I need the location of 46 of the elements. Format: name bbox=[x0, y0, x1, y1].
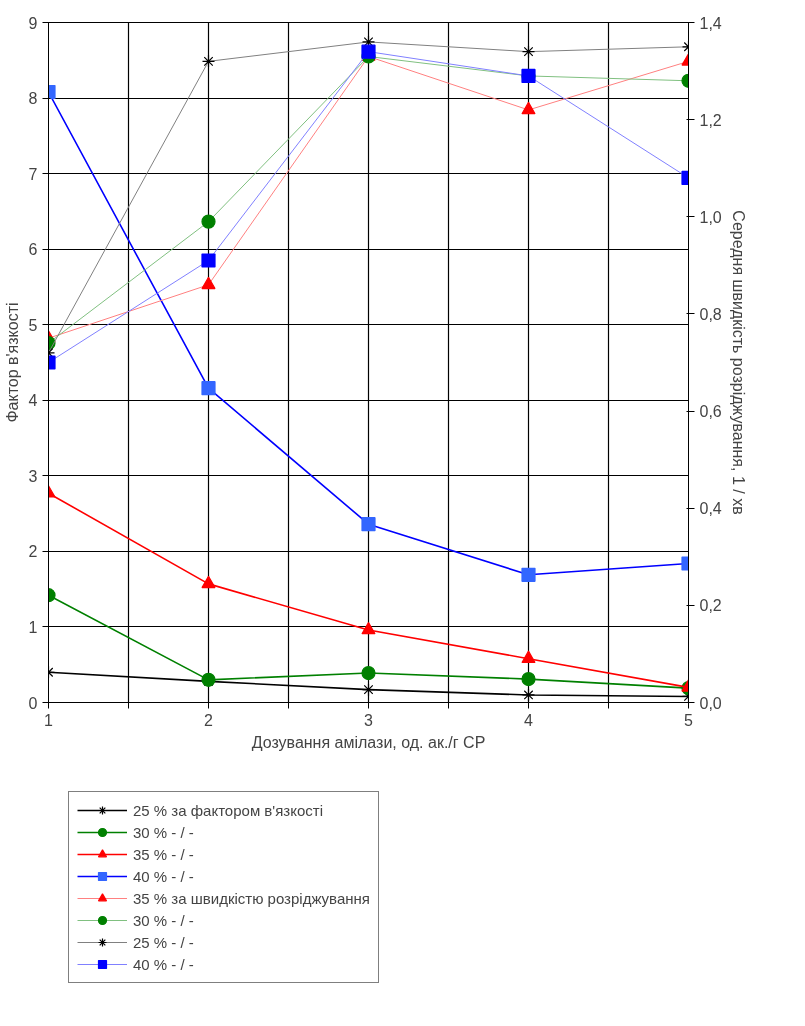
legend-label: 40 % - / - bbox=[133, 866, 194, 886]
y-tick-label: 3 bbox=[28, 467, 38, 485]
x-tick-label: 3 bbox=[364, 711, 374, 729]
y2-tick-label: 1,2 bbox=[699, 111, 722, 129]
y2-tick-label: 0,0 bbox=[699, 694, 722, 712]
x-tick-label: 1 bbox=[44, 711, 54, 729]
legend-label: 35 % за швидкістю розріджування bbox=[133, 888, 370, 908]
y2-tick-label: 1,0 bbox=[699, 208, 722, 226]
y2-axis-title: Середня швидкість розріджування, 1 / хв bbox=[729, 210, 747, 515]
y2-tick-label: 0,2 bbox=[699, 597, 722, 615]
point bbox=[201, 54, 216, 68]
point bbox=[521, 567, 536, 582]
legend-label: 30 % - / - bbox=[133, 910, 194, 930]
y-tick-label: 8 bbox=[28, 90, 38, 108]
point bbox=[361, 517, 376, 532]
legend-label: 35 % - / - bbox=[133, 844, 194, 864]
point bbox=[521, 650, 536, 664]
y-tick-label: 5 bbox=[28, 316, 38, 334]
point bbox=[521, 671, 536, 687]
point bbox=[201, 575, 216, 589]
y-tick-label: 7 bbox=[28, 165, 38, 183]
y2-tick-label: 0,8 bbox=[699, 305, 722, 323]
point bbox=[361, 44, 376, 59]
legend-label: 25 % за фактором в'язкості bbox=[133, 800, 323, 820]
legend-label: 40 % - / - bbox=[133, 954, 194, 974]
y-tick-label: 2 bbox=[28, 543, 38, 561]
x-axis-title: Дозування амілази, од. ак./г СР bbox=[251, 733, 486, 751]
point bbox=[361, 665, 376, 681]
y-tick-label: 6 bbox=[28, 241, 38, 259]
legend-label: 25 % - / - bbox=[133, 932, 194, 952]
y2-tick-label: 0,6 bbox=[699, 403, 722, 421]
point bbox=[201, 253, 216, 268]
point bbox=[201, 381, 216, 396]
point bbox=[521, 45, 536, 59]
y-tick-label: 4 bbox=[28, 392, 38, 410]
y-axis-title: Фактор в'язкості bbox=[3, 302, 21, 423]
y2-tick-label: 1,4 bbox=[699, 14, 722, 32]
point bbox=[361, 621, 376, 635]
y-tick-label: 1 bbox=[28, 618, 38, 636]
x-tick-label: 4 bbox=[524, 711, 534, 729]
x-tick-label: 5 bbox=[684, 711, 694, 729]
y-tick-label: 9 bbox=[28, 14, 38, 32]
y-tick-label: 0 bbox=[28, 694, 38, 712]
legend-label: 30 % - / - bbox=[133, 822, 194, 842]
y2-tick-label: 0,4 bbox=[699, 500, 722, 518]
x-tick-label: 2 bbox=[204, 711, 214, 729]
